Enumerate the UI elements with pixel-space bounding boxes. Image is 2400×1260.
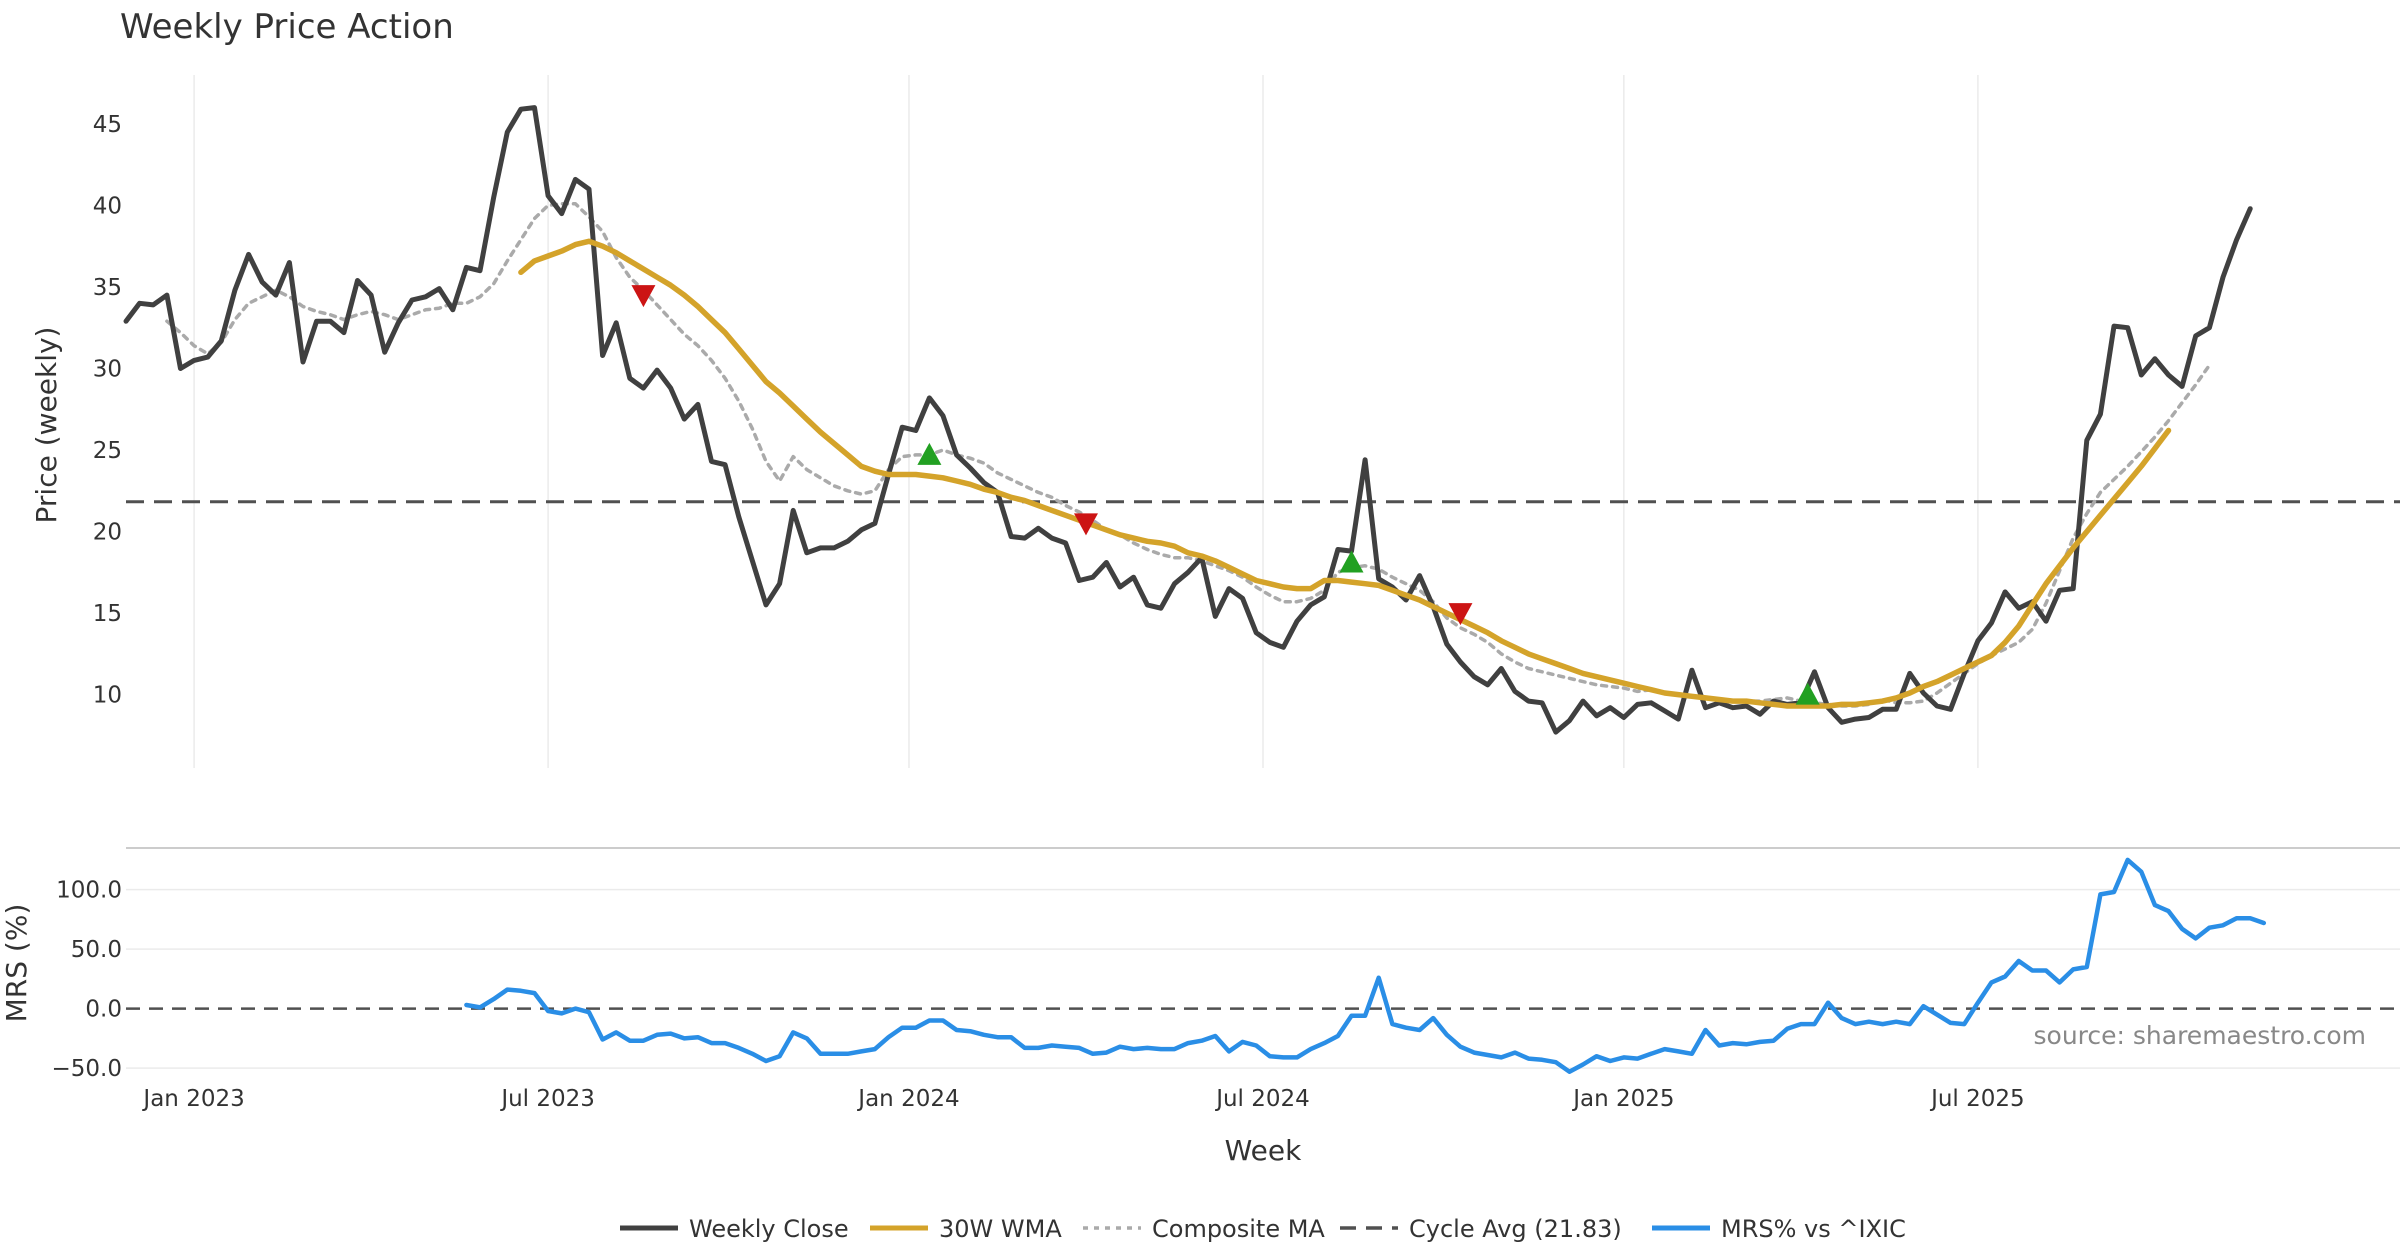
legend-label: MRS% vs ^IXIC <box>1721 1215 1906 1243</box>
legend-label: 30W WMA <box>939 1215 1062 1243</box>
price-y-tick-label: 45 <box>93 112 122 138</box>
buy-signal-marker <box>1339 550 1364 573</box>
legend-item: 30W WMA <box>870 1215 1062 1243</box>
price-y-tick-label: 30 <box>93 357 122 383</box>
legend-item: Composite MA <box>1083 1215 1325 1243</box>
price-y-tick-label: 15 <box>93 601 122 627</box>
sell-signal-marker <box>1448 603 1473 626</box>
x-axis-label: Week <box>1225 1134 1302 1167</box>
x-tick-labels: Jan 2023 Jul 2023 Jan 2024 Jul 2024 Jan 2025… <box>141 1086 2024 1112</box>
legend-item: Cycle Avg (21.83) <box>1340 1215 1622 1243</box>
legend-label: Weekly Close <box>689 1215 849 1243</box>
x-tick-label: Jul 2024 <box>1214 1086 1310 1112</box>
buy-signal-marker <box>1795 682 1820 705</box>
mrs-y-ticks: −50.0 0.0 50.0 100.0 <box>52 878 122 1082</box>
legend-item: Weekly Close <box>620 1215 849 1243</box>
price-y-tick-label: 40 <box>93 193 122 219</box>
weekly-close-line <box>123 105 2253 735</box>
legend-label: Composite MA <box>1152 1215 1325 1243</box>
price-y-tick-label: 10 <box>93 683 122 709</box>
source-annotation: source: sharemaestro.com <box>2034 1021 2367 1050</box>
legend-item: MRS% vs ^IXIC <box>1652 1215 1906 1243</box>
price-y-tick-label: 35 <box>93 275 122 301</box>
signal-markers <box>631 285 1820 705</box>
mrs-y-axis-label: MRS (%) <box>0 904 33 1023</box>
sell-signal-marker <box>631 285 656 308</box>
mrs-y-tick-label: 100.0 <box>56 878 122 904</box>
mrs-y-tick-label: −50.0 <box>52 1056 122 1082</box>
legend-label: Cycle Avg (21.83) <box>1409 1215 1622 1243</box>
price-y-ticks: 10 15 20 25 30 35 40 45 <box>93 112 122 709</box>
legend: Weekly Close 30W WMA Composite MA Cycle Avg… <box>620 1215 1906 1243</box>
price-panel: 10 15 20 25 30 35 40 45 <box>93 75 2400 768</box>
mrs-line <box>464 857 2267 1074</box>
buy-signal-marker <box>917 442 942 465</box>
x-tick-label: Jan 2025 <box>1571 1086 1674 1112</box>
wma-30w-line <box>518 238 2172 709</box>
x-tick-label: Jul 2025 <box>1929 1086 2025 1112</box>
x-tick-label: Jan 2023 <box>141 1086 244 1112</box>
price-series <box>123 105 2400 735</box>
x-tick-label: Jul 2023 <box>499 1086 595 1112</box>
sell-signal-marker <box>1073 513 1098 536</box>
mrs-series <box>464 857 2267 1074</box>
price-gridlines <box>193 75 1979 768</box>
mrs-y-tick-label: 0.0 <box>85 997 122 1023</box>
mrs-gridlines <box>126 847 2400 1069</box>
price-y-tick-label: 20 <box>93 520 122 546</box>
x-tick-label: Jan 2024 <box>856 1086 959 1112</box>
mrs-y-tick-label: 50.0 <box>71 937 122 963</box>
price-y-tick-label: 25 <box>93 438 122 464</box>
price-y-axis-label: Price (weekly) <box>30 327 63 524</box>
composite-ma-line <box>165 202 2212 708</box>
chart-title: Weekly Price Action <box>120 7 454 47</box>
